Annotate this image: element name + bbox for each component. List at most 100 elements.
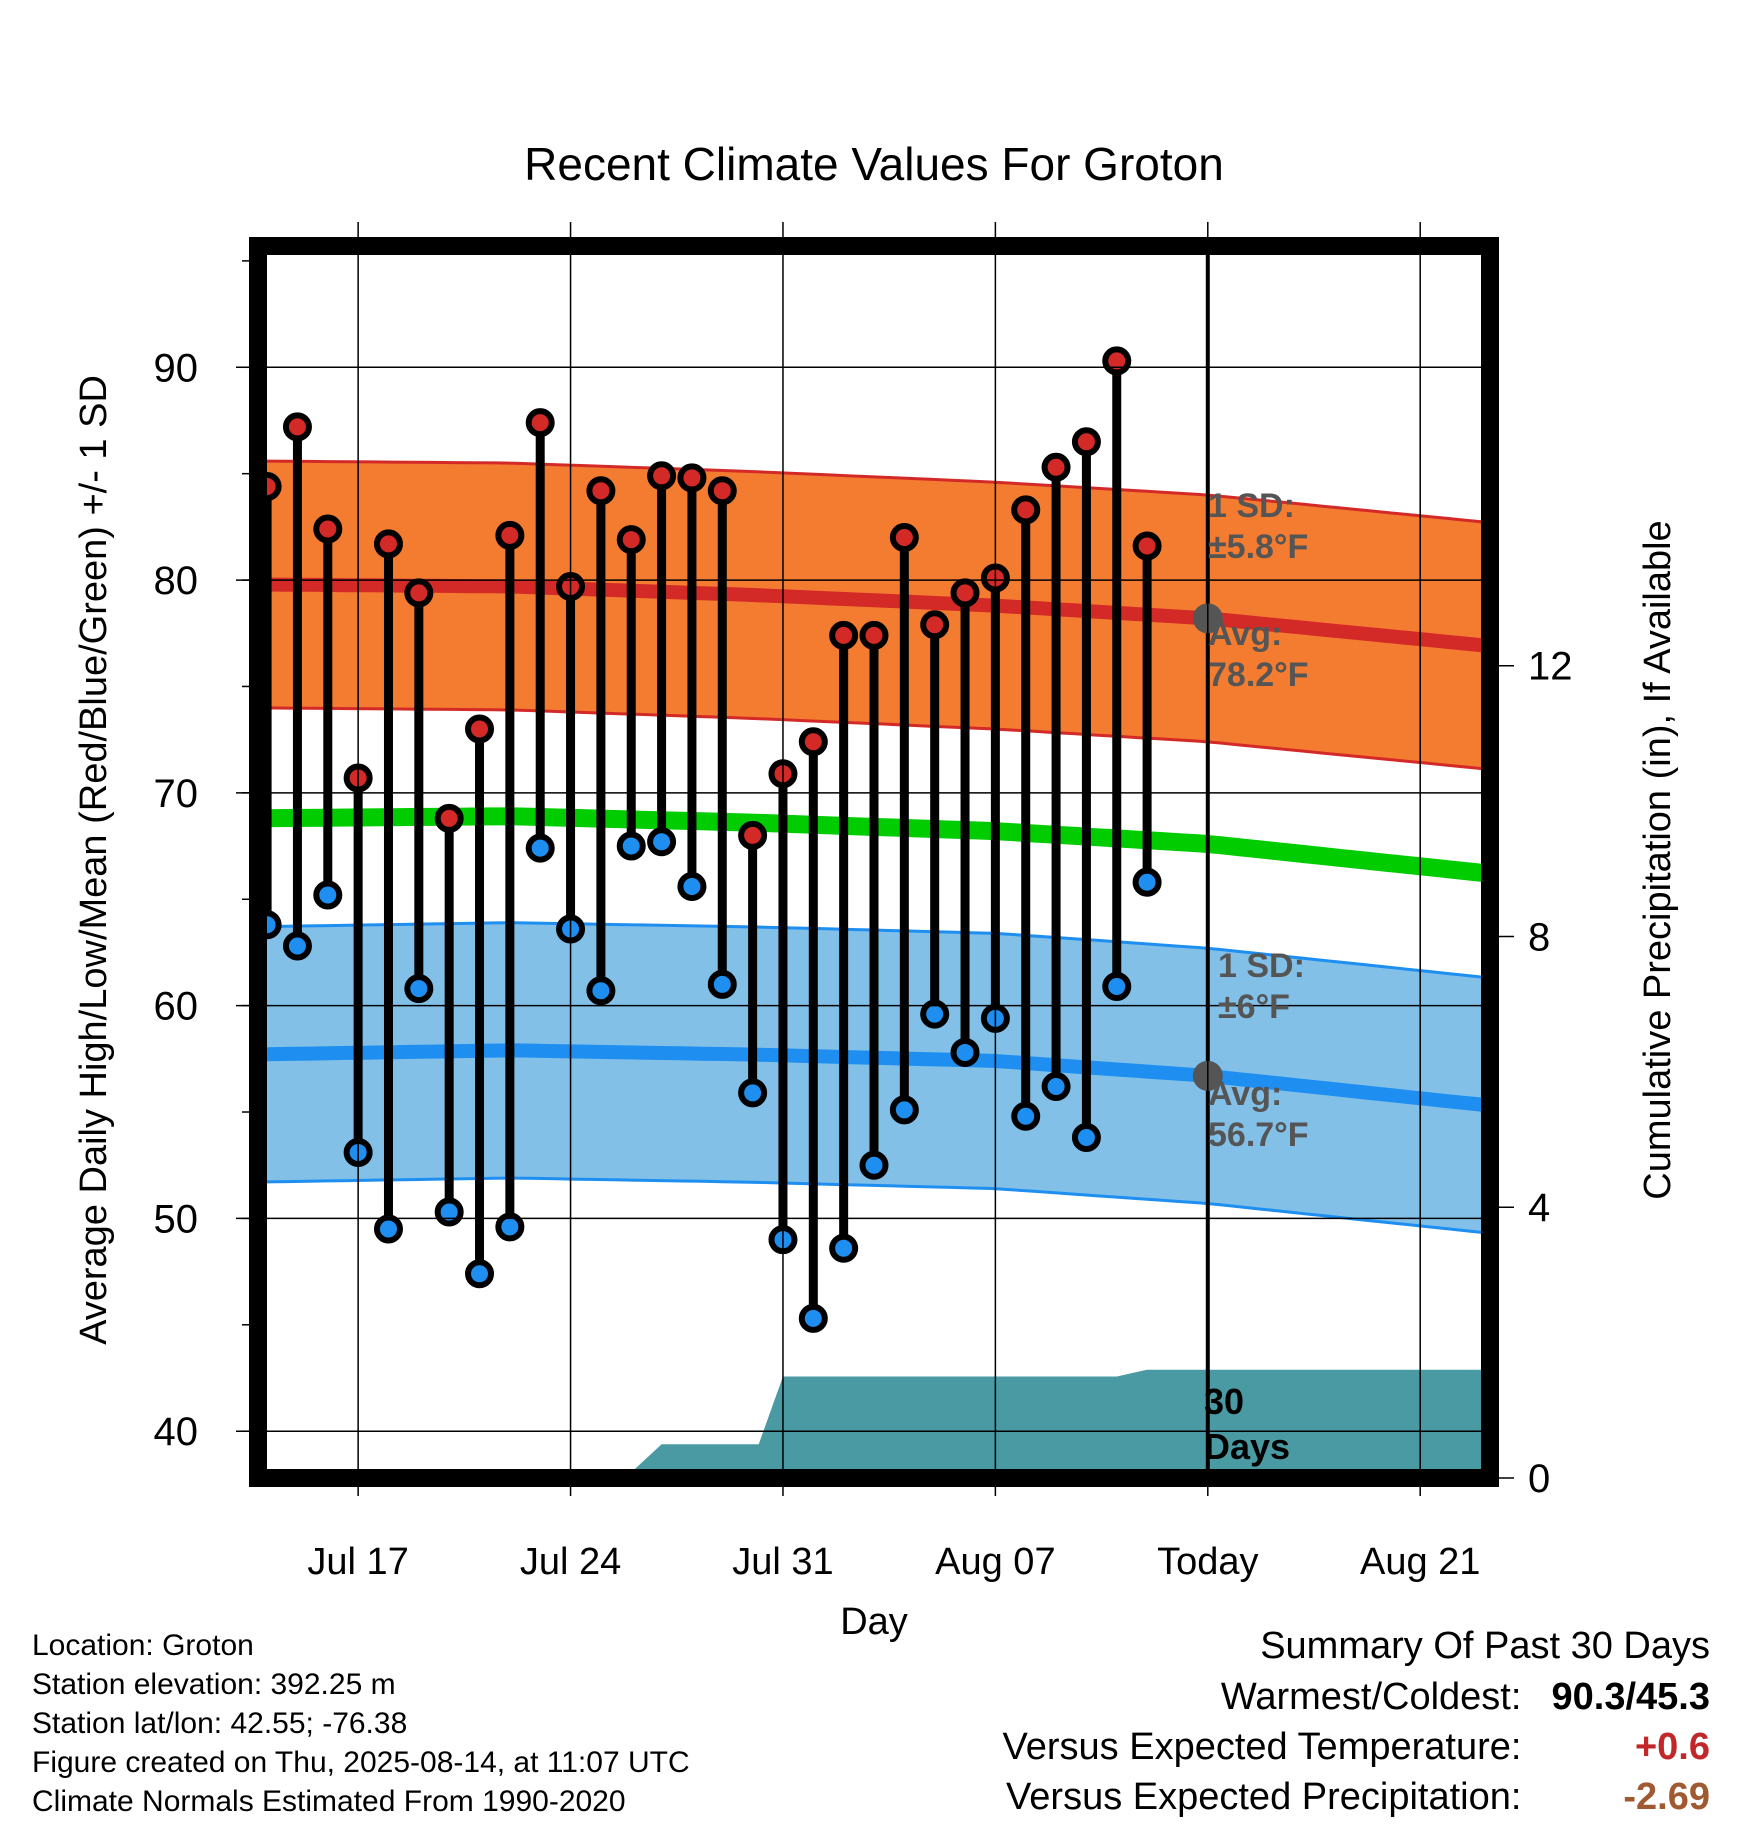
daily-low-marker — [404, 974, 434, 1004]
daily-low-marker — [920, 999, 950, 1029]
daily-high-marker — [920, 610, 950, 640]
daily-high-marker — [586, 476, 616, 506]
daily-low-marker — [707, 969, 737, 999]
warm-cold-row: Warmest/Coldest: 90.3/45.3 — [1003, 1672, 1710, 1722]
high-sd-upper-edge — [258, 459, 1490, 525]
y-tick-label-right: 0 — [1528, 1457, 1550, 1501]
daily-low-marker — [525, 833, 555, 863]
daily-high-marker — [404, 578, 434, 608]
daily-low-marker — [373, 1214, 403, 1244]
x-tick-label: Aug 21 — [1360, 1541, 1480, 1583]
daily-low-marker — [282, 931, 312, 961]
high-avg-value: 78.2°F — [1208, 656, 1309, 694]
daily-low-marker — [1102, 971, 1132, 1001]
daily-low-marker — [829, 1233, 859, 1263]
daily-high-marker — [616, 525, 646, 555]
daily-low-marker — [586, 976, 616, 1006]
location-text: Location: Groton — [32, 1629, 254, 1662]
station-info: Location: Groton Station elevation: 392.… — [32, 1626, 690, 1821]
high-sd-value: ±5.8°F — [1208, 528, 1308, 566]
daily-low-marker — [1011, 1101, 1041, 1131]
daily-low-marker — [738, 1078, 768, 1108]
y-tick-label-left: 40 — [154, 1410, 199, 1454]
x-tick-label: Jul 17 — [307, 1541, 408, 1583]
high-sd-title: 1 SD: — [1208, 487, 1295, 525]
daily-high-marker — [373, 529, 403, 559]
x-tick-label: Today — [1157, 1541, 1258, 1583]
low-sd-title: 1 SD: — [1218, 947, 1305, 985]
days-label-number: 30 — [1204, 1381, 1244, 1422]
created-text: Figure created on Thu, 2025-08-14, at 11… — [32, 1746, 690, 1779]
low-avg-value: 56.7°F — [1208, 1116, 1309, 1154]
daily-high-marker — [313, 514, 343, 544]
daily-high-marker — [1132, 531, 1162, 561]
latlon-text: Station lat/lon: 42.55; -76.38 — [32, 1707, 408, 1740]
daily-low-marker — [677, 871, 707, 901]
daily-high-marker — [465, 714, 495, 744]
daily-high-marker — [282, 412, 312, 442]
daily-high-marker — [950, 578, 980, 608]
daily-low-marker — [889, 1095, 919, 1125]
y-axis-label-left: Average Daily High/Low/Mean (Red/Blue/Gr… — [73, 375, 115, 1345]
daily-low-marker — [859, 1150, 889, 1180]
y-tick-label-left: 50 — [154, 1197, 199, 1241]
daily-high-marker — [889, 523, 919, 553]
daily-low-marker — [616, 831, 646, 861]
x-tick-label: Jul 24 — [520, 1541, 621, 1583]
daily-high-marker — [647, 461, 677, 491]
x-tick-label: Jul 31 — [732, 1541, 833, 1583]
daily-high-marker — [495, 520, 525, 550]
daily-high-marker — [798, 727, 828, 757]
plot-frame — [249, 237, 1499, 1487]
summary-panel: Summary Of Past 30 Days Warmest/Coldest:… — [1003, 1620, 1710, 1822]
daily-high-marker — [677, 463, 707, 493]
daily-low-marker — [950, 1037, 980, 1067]
temp-row: Versus Expected Temperature: +0.6 — [1003, 1722, 1710, 1772]
precip-value: -2.69 — [1623, 1776, 1710, 1818]
normal-high-line — [258, 577, 1490, 653]
temp-value: +0.6 — [1634, 1726, 1710, 1768]
daily-high-marker — [1041, 452, 1071, 482]
daily-low-marker — [1071, 1123, 1101, 1153]
low-sd-value: ±6°F — [1218, 988, 1290, 1026]
summary-title: Summary Of Past 30 Days — [1260, 1625, 1710, 1667]
y-tick-label-right: 12 — [1528, 645, 1573, 689]
cumulative-precip-area — [258, 1369, 1490, 1478]
daily-high-marker — [525, 408, 555, 438]
daily-low-marker — [495, 1212, 525, 1242]
daily-low-marker — [465, 1259, 495, 1289]
daily-high-marker — [707, 476, 737, 506]
plot-area — [258, 246, 1490, 1478]
daily-high-marker — [1011, 495, 1041, 525]
warm-cold-label: Warmest/Coldest: — [1220, 1676, 1522, 1718]
daily-high-marker — [738, 820, 768, 850]
daily-high-marker — [1071, 427, 1101, 457]
normal-mean-line — [258, 807, 1490, 883]
y-tick-label-right: 8 — [1528, 915, 1550, 959]
daily-low-marker — [313, 880, 343, 910]
daily-low-marker — [798, 1303, 828, 1333]
daily-low-marker — [1041, 1071, 1071, 1101]
daily-low-marker — [647, 827, 677, 857]
daily-high-marker — [1102, 346, 1132, 376]
y-axis-label-right: Cumulative Precipitation (in), If Availa… — [1637, 520, 1679, 1199]
temp-label: Versus Expected Temperature: — [1002, 1726, 1522, 1768]
normals-text: Climate Normals Estimated From 1990-2020 — [32, 1785, 626, 1818]
low-avg-title: Avg: — [1208, 1075, 1282, 1113]
y-tick-label-left: 80 — [154, 559, 199, 603]
precip-label: Versus Expected Precipitation: — [1006, 1776, 1522, 1818]
daily-high-marker — [829, 620, 859, 650]
daily-low-marker — [1132, 867, 1162, 897]
high-sd-lower-edge — [258, 706, 1490, 771]
warm-cold-value: 90.3/45.3 — [1551, 1676, 1710, 1718]
daily-high-marker — [859, 620, 889, 650]
y-tick-label-left: 70 — [154, 772, 199, 816]
elevation-text: Station elevation: 392.25 m — [32, 1668, 396, 1701]
days-label-text: Days — [1204, 1426, 1290, 1467]
precip-row: Versus Expected Precipitation: -2.69 — [1003, 1772, 1710, 1822]
y-tick-label-right: 4 — [1528, 1186, 1550, 1230]
high-avg-title: Avg: — [1208, 615, 1282, 653]
x-axis-label: Day — [840, 1601, 908, 1643]
daily-high-marker — [434, 803, 464, 833]
